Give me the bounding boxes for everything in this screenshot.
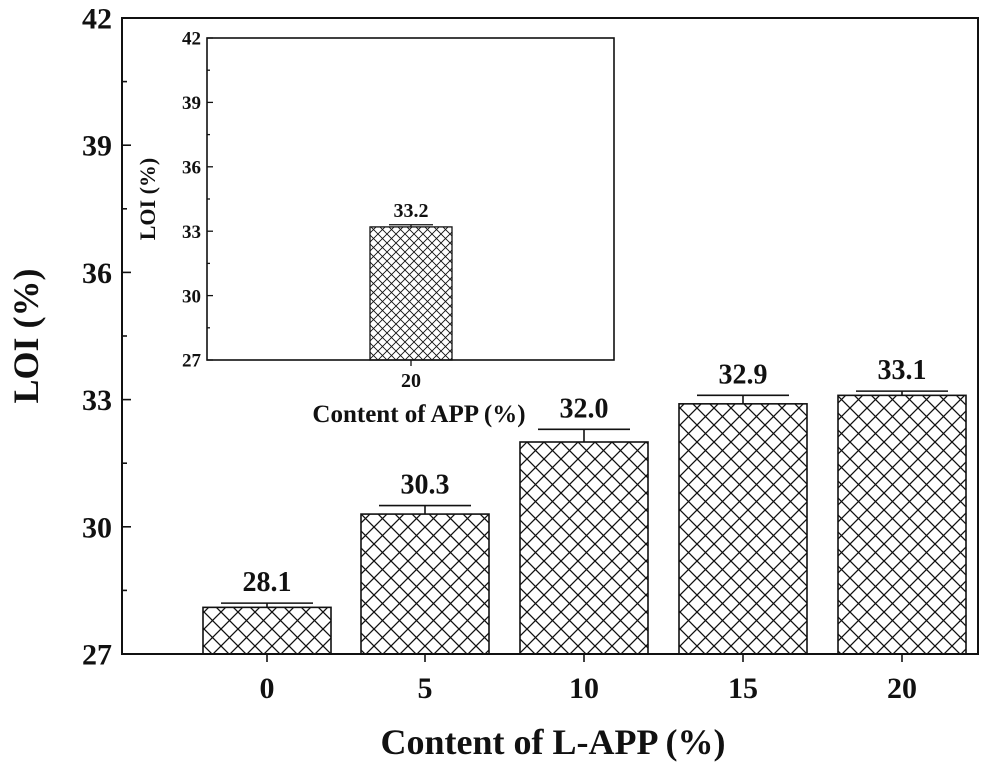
inset-y-tick-label: 33 xyxy=(182,222,201,243)
inset-bar xyxy=(369,226,453,361)
inset-y-tick-label: 30 xyxy=(182,286,201,307)
main-y-tick-label: 30 xyxy=(82,511,112,544)
main-bar xyxy=(360,513,490,655)
inset-y-tick-label: 42 xyxy=(182,29,201,50)
main-y-tick-label: 36 xyxy=(82,257,112,290)
main-y-tick-label: 27 xyxy=(82,639,112,672)
inset-y-tick-label: 27 xyxy=(182,351,202,372)
main-bar xyxy=(519,441,649,655)
main-bar xyxy=(202,606,332,655)
main-x-tick-label: 0 xyxy=(260,672,275,705)
main-value-label: 33.1 xyxy=(878,355,927,386)
inset-bars: 33.2 20 xyxy=(369,200,453,392)
inset-x-axis-title: Content of APP (%) xyxy=(312,401,525,428)
main-x-tick-label: 10 xyxy=(569,672,599,705)
main-bar xyxy=(678,403,808,655)
main-x-tick-label: 15 xyxy=(728,672,758,705)
main-bar xyxy=(837,394,967,655)
inset-x-tick-label: 20 xyxy=(401,370,421,392)
inset-y-tick-label: 39 xyxy=(182,93,201,114)
main-y-tick-label: 33 xyxy=(82,384,112,417)
inset-y-ticks: 27 30 33 36 39 42 xyxy=(182,29,213,372)
main-value-label: 30.3 xyxy=(401,470,450,501)
main-x-axis-title: Content of L-APP (%) xyxy=(381,722,726,762)
main-bars: 28.1 0 30.3 5 32.0 10 32.9 15 33.1 20 xyxy=(202,355,967,705)
main-x-tick-label: 20 xyxy=(887,672,917,705)
main-y-tick-label: 42 xyxy=(82,3,112,36)
main-y-ticks: 27 30 33 36 39 42 xyxy=(82,3,131,672)
main-y-tick-label: 39 xyxy=(82,130,112,163)
main-value-label: 32.0 xyxy=(560,393,609,424)
inset-y-tick-label: 36 xyxy=(182,157,201,178)
main-x-tick-label: 5 xyxy=(418,672,433,705)
main-value-label: 32.9 xyxy=(719,359,768,390)
main-value-label: 28.1 xyxy=(243,567,292,598)
main-y-axis-title: LOI (%) xyxy=(6,269,46,404)
inset-y-axis-title: LOI (%) xyxy=(135,158,160,241)
inset-value-label: 33.2 xyxy=(394,200,429,222)
